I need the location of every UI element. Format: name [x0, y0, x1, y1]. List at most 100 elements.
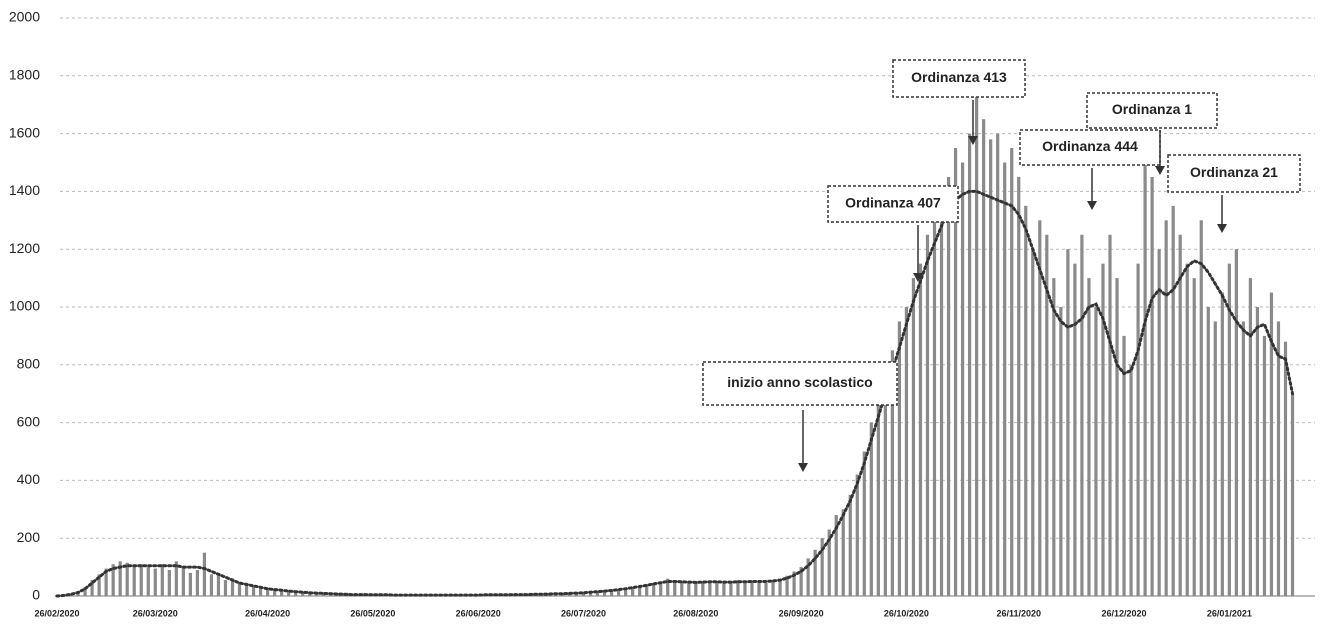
- bar: [631, 587, 635, 596]
- bar: [785, 575, 789, 596]
- bar: [673, 580, 677, 596]
- bar: [1262, 335, 1267, 596]
- bar: [237, 582, 242, 596]
- y-tick-label: 600: [17, 413, 41, 429]
- bar: [1087, 278, 1091, 596]
- bar: [764, 582, 768, 596]
- annotation-arrowhead: [1155, 166, 1165, 175]
- y-tick-label: 1600: [9, 124, 40, 140]
- x-tick-label: 26/02/2020: [34, 608, 79, 618]
- bar: [1185, 263, 1189, 596]
- annotation-box: [1019, 129, 1161, 166]
- annotation-arrowhead: [913, 273, 923, 282]
- y-tick-label: 1000: [9, 298, 40, 314]
- bar: [230, 578, 235, 596]
- bar: [476, 595, 480, 596]
- bar: [167, 569, 171, 596]
- bar: [989, 139, 993, 596]
- bar: [111, 564, 115, 596]
- x-tick-label: 26/11/2020: [996, 608, 1041, 618]
- bar: [202, 552, 207, 596]
- bar: [827, 529, 831, 596]
- annotation-label: inizio anno scolastico: [727, 374, 872, 390]
- bar: [897, 321, 901, 596]
- bar: [855, 474, 859, 596]
- bar: [1003, 162, 1007, 596]
- bar: [1150, 176, 1154, 596]
- bar: [1178, 234, 1182, 596]
- bar: [1038, 220, 1042, 597]
- x-tick-label: 26/01/2021: [1207, 608, 1252, 618]
- bar: [287, 590, 291, 596]
- bar: [701, 581, 705, 596]
- annotation-arrowhead: [1087, 201, 1097, 210]
- bar: [1241, 321, 1245, 596]
- bar: [778, 578, 782, 596]
- bar: [1010, 148, 1014, 597]
- bar: [1164, 220, 1168, 597]
- bar: [1052, 278, 1056, 596]
- bar: [160, 564, 164, 596]
- bar: [911, 278, 916, 596]
- bar: [602, 590, 607, 596]
- bar: [125, 562, 129, 596]
- bar: [441, 595, 445, 596]
- bar: [982, 119, 986, 597]
- bar: [595, 591, 600, 596]
- bar: [1115, 278, 1119, 596]
- bar: [1024, 205, 1028, 596]
- bar: [757, 581, 761, 596]
- bar: [1017, 176, 1021, 596]
- bar: [792, 571, 796, 596]
- bar: [581, 592, 586, 596]
- y-tick-label: 800: [17, 356, 41, 372]
- x-tick-label: 26/04/2020: [245, 608, 290, 618]
- annotation-arrowhead: [1217, 224, 1227, 233]
- bar: [266, 587, 270, 596]
- bar: [1129, 364, 1133, 596]
- bar: [996, 133, 1000, 596]
- bar: [258, 587, 263, 596]
- bar: [1269, 292, 1274, 596]
- bar: [97, 574, 101, 596]
- bar: [975, 90, 979, 596]
- bar: [244, 584, 249, 596]
- bar: [624, 588, 628, 596]
- annotation-box: [1167, 154, 1301, 193]
- bar: [511, 594, 515, 596]
- bar: [118, 561, 122, 596]
- bar: [799, 567, 803, 596]
- bar: [1283, 341, 1288, 596]
- bar: [890, 350, 894, 596]
- annotation-box: [827, 185, 959, 223]
- bar: [1045, 234, 1049, 596]
- bar: [132, 565, 136, 596]
- bar: [146, 567, 150, 596]
- x-tick-label: 26/03/2020: [133, 608, 178, 618]
- y-tick-label: 200: [17, 529, 41, 545]
- bar: [953, 148, 958, 597]
- x-tick-label: 26/09/2020: [779, 608, 824, 618]
- bar: [1290, 393, 1295, 596]
- moving-average-line: [55, 189, 1294, 598]
- bar: [1136, 263, 1140, 596]
- bar: [869, 422, 873, 596]
- bar: [209, 574, 214, 596]
- bar: [715, 580, 719, 596]
- bar: [1066, 249, 1070, 596]
- bar: [687, 582, 691, 596]
- bar: [1059, 307, 1063, 596]
- bar: [1031, 249, 1035, 596]
- bar: [925, 234, 930, 596]
- bar: [813, 549, 817, 596]
- bar: [546, 593, 550, 596]
- bar: [216, 575, 221, 596]
- bar: [743, 582, 747, 596]
- bar: [1220, 292, 1224, 596]
- annotation-box: [892, 59, 1026, 98]
- bar: [609, 590, 614, 596]
- annotation-arrowhead: [798, 463, 808, 472]
- bar: [638, 585, 642, 596]
- bar: [1122, 335, 1126, 596]
- bar: [294, 591, 298, 596]
